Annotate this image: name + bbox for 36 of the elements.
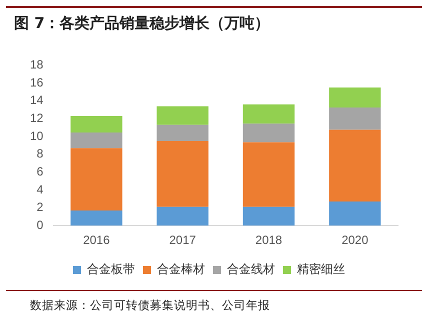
bar bbox=[329, 130, 381, 202]
y-tick-label: 2 bbox=[36, 200, 44, 214]
bar bbox=[70, 148, 122, 210]
legend-label: 合金线材 bbox=[227, 262, 275, 276]
y-tick-label: 0 bbox=[36, 218, 44, 232]
legend-label: 合金棒材 bbox=[157, 262, 205, 276]
y-tick-label: 4 bbox=[36, 182, 44, 196]
legend-label: 合金板带 bbox=[87, 262, 135, 276]
y-tick-label: 12 bbox=[30, 110, 44, 125]
x-tick-label: 2017 bbox=[169, 233, 196, 248]
bar bbox=[329, 108, 381, 130]
y-tick-label: 10 bbox=[30, 128, 44, 143]
y-tick-label: 6 bbox=[36, 164, 44, 178]
bar bbox=[242, 124, 295, 142]
legend-label: 精密细丝 bbox=[297, 262, 345, 276]
x-tick-label: 2020 bbox=[342, 233, 369, 248]
bar bbox=[70, 132, 122, 148]
bar bbox=[242, 104, 295, 124]
y-tick-label: 18 bbox=[30, 58, 44, 72]
chart-title: 图 7：各类产品销量稳步增长（万吨） bbox=[14, 14, 270, 33]
source-note: 数据来源：公司可转债募集说明书、公司年报 bbox=[30, 298, 270, 313]
y-tick-label: 8 bbox=[36, 146, 44, 161]
bar bbox=[156, 124, 208, 141]
bar bbox=[70, 210, 122, 226]
bar bbox=[242, 142, 295, 207]
x-tick-label: 2018 bbox=[255, 233, 282, 248]
bar bbox=[329, 202, 381, 226]
bar bbox=[70, 116, 122, 132]
bar bbox=[156, 140, 208, 207]
bar bbox=[156, 206, 208, 226]
bar bbox=[329, 87, 381, 108]
x-tick-label: 2016 bbox=[83, 233, 110, 248]
y-tick-label: 14 bbox=[30, 93, 44, 108]
bar bbox=[156, 106, 208, 125]
y-tick-label: 16 bbox=[30, 75, 44, 90]
bar bbox=[242, 206, 295, 226]
